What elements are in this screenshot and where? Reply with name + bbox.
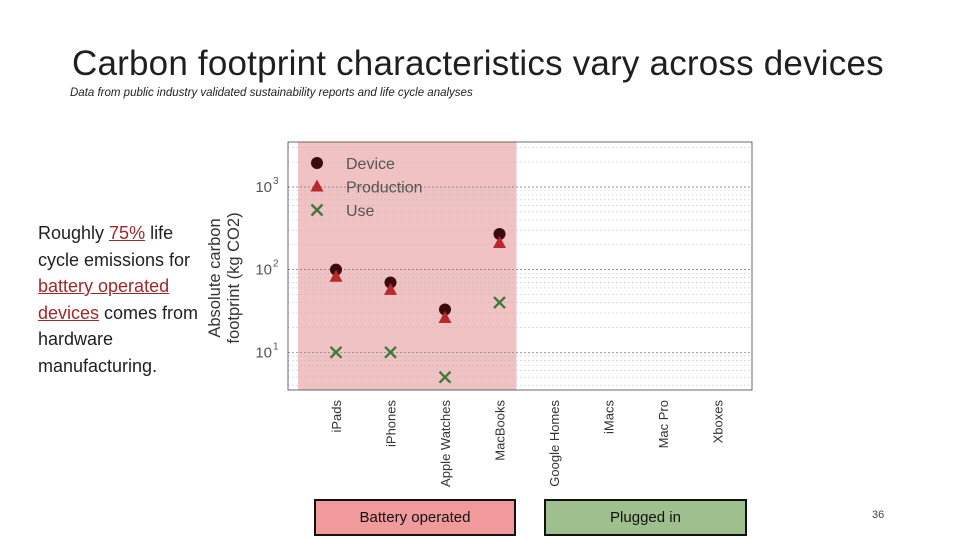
device-point xyxy=(439,303,451,316)
x-tick-label: Mac Pro xyxy=(656,400,671,448)
note-battery-devices: battery operated devices xyxy=(38,276,170,323)
legend-label: Use xyxy=(346,203,375,220)
plugged-in-box: Plugged in xyxy=(544,499,747,536)
y-tick-label: 10 xyxy=(255,179,272,196)
x-tick-label: iPads xyxy=(329,400,344,433)
note-part-2: life cycle emissions for xyxy=(38,223,191,270)
battery-operated-box: Battery operated xyxy=(314,499,516,536)
note-part-3: comes from hardware manufacturing. xyxy=(38,302,199,376)
y-tick-label: 10 xyxy=(255,262,272,279)
production-point xyxy=(438,311,452,324)
y-tick-exponent: 1 xyxy=(273,341,279,352)
y-tick-label: 10 xyxy=(255,344,272,361)
production-point xyxy=(384,282,397,295)
use-point xyxy=(329,345,343,359)
device-point xyxy=(384,276,397,289)
slide-title: Carbon footprint characteristics vary ac… xyxy=(72,44,884,83)
note-part-1: Roughly xyxy=(38,223,110,243)
data-marks xyxy=(329,227,506,384)
production-point xyxy=(493,236,506,249)
x-axis-ticks: iPads iPhones Apple Watches MacBooks Google … xyxy=(329,400,726,487)
note-percent: 75% xyxy=(109,223,146,243)
x-tick-label: Apple Watches xyxy=(438,400,453,487)
slide-subtitle: Data from public industry validated sust… xyxy=(70,87,473,99)
x-tick-label: iPhones xyxy=(384,400,399,447)
page-number: 36 xyxy=(872,509,885,521)
x-tick-label: iMacs xyxy=(602,400,617,434)
legend-device-point-marker xyxy=(311,157,323,169)
legend-use-point-marker xyxy=(310,203,324,217)
note-text: Roughly 75% life cycle emissions for bat… xyxy=(38,220,208,379)
grid-lines xyxy=(288,147,752,386)
device-point xyxy=(330,263,342,276)
legend-label: Device xyxy=(346,156,395,173)
x-tick-label: Xboxes xyxy=(711,400,726,444)
x-tick-label: Google Homes xyxy=(547,400,562,487)
y-tick-exponent: 2 xyxy=(273,259,279,270)
legend-label: Production xyxy=(346,180,423,197)
x-tick-label: MacBooks xyxy=(493,400,508,461)
use-point xyxy=(493,296,506,309)
legend-production-point-marker xyxy=(310,179,324,192)
device-point xyxy=(493,227,506,240)
chart-legend: Device Production Use xyxy=(310,156,423,220)
y-axis-label: Absolute carbonfootprint (kg CO2) xyxy=(206,212,243,343)
use-point xyxy=(384,345,397,359)
plot-frame xyxy=(287,141,753,391)
use-point xyxy=(438,370,452,384)
y-tick-exponent: 3 xyxy=(273,176,279,187)
production-point xyxy=(329,269,343,282)
